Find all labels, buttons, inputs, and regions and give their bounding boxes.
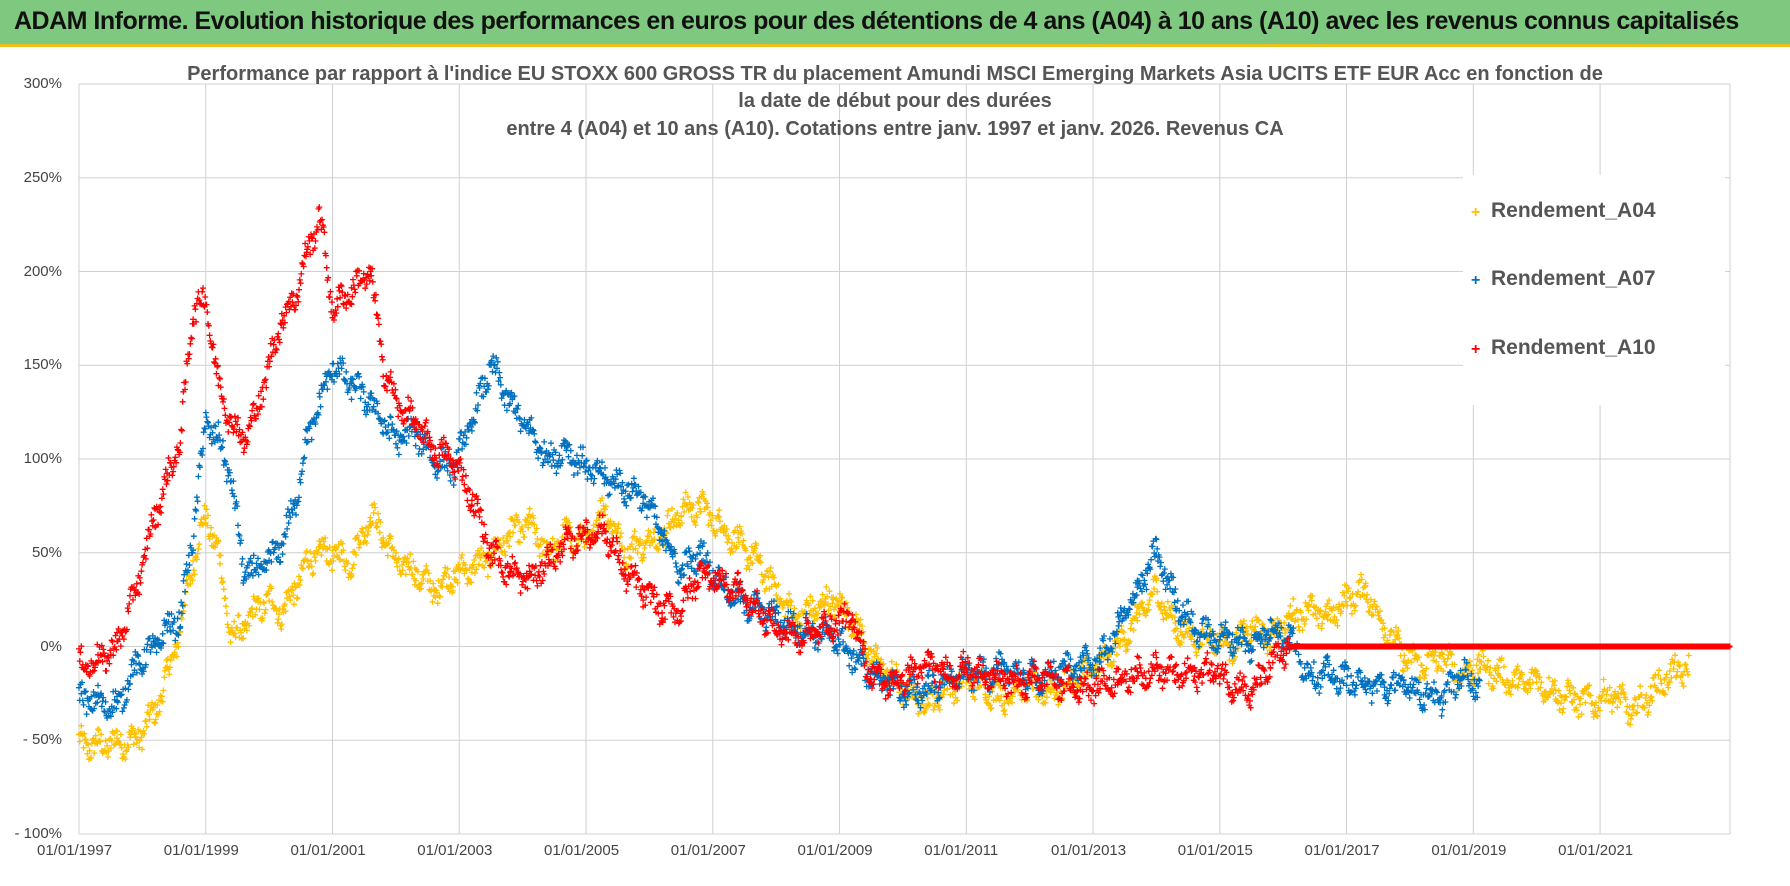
- y-tick-label: 50%: [31, 543, 62, 561]
- scatter-points-rendement-a10-flat: [1286, 643, 1733, 650]
- legend-item-a04: + Rendement_A04: [1471, 199, 1656, 223]
- x-tick-label: 01/01/1997: [37, 842, 113, 859]
- legend-item-a07: + Rendement_A07: [1471, 267, 1656, 291]
- x-tick-label: 01/01/2019: [1431, 842, 1507, 859]
- chart-title-line-2: la date de début pour des durées: [738, 90, 1052, 112]
- series-rendement-a10-flat: [1286, 643, 1733, 650]
- y-tick-label: 300%: [23, 75, 62, 92]
- chart-title-line-3: entre 4 (A04) et 10 ans (A10). Cotations…: [506, 118, 1284, 140]
- x-tick-label: 01/01/2011: [924, 842, 999, 859]
- legend-marker-a07-icon: +: [1471, 272, 1481, 289]
- x-tick-label: 01/01/2017: [1304, 842, 1380, 859]
- x-tick-label: 01/01/2021: [1558, 842, 1634, 859]
- series-rendement-a10: [76, 204, 1293, 711]
- x-tick-label: 01/01/2009: [797, 842, 873, 859]
- series-rendement-a07: [76, 353, 1483, 721]
- report-header: ADAM Informe. Evolution historique des p…: [0, 0, 1790, 47]
- scatter-chart: [76, 83, 1733, 835]
- chart-title-line-1: Performance par rapport à l'indice EU ST…: [187, 63, 1603, 85]
- x-tick-label: 01/01/2001: [290, 842, 366, 859]
- legend-marker-a10-icon: +: [1471, 341, 1481, 358]
- scatter-points-rendement-a07: [76, 353, 1483, 721]
- x-tick-label: 01/01/1999: [163, 842, 239, 859]
- legend-marker-a04-icon: +: [1471, 204, 1481, 221]
- series-rendement-a04: [76, 488, 1692, 763]
- chart-legend: + Rendement_A04 + Rendement_A07 + Rendement…: [1463, 175, 1725, 405]
- x-tick-label: 01/01/2005: [544, 842, 620, 859]
- report-header-title: ADAM Informe. Evolution historique des p…: [14, 7, 1739, 35]
- scatter-points-rendement-a04: [76, 488, 1692, 763]
- x-tick-label: 01/01/2003: [417, 842, 493, 859]
- y-tick-label: 0%: [40, 637, 62, 655]
- chart-area: Performance par rapport à l'indice EU ST…: [0, 47, 1790, 886]
- y-tick-label: 200%: [23, 262, 62, 280]
- y-tick-label: 100%: [23, 450, 62, 467]
- x-tick-label: 01/01/2013: [1051, 842, 1127, 859]
- y-tick-label: 250%: [23, 168, 62, 186]
- x-tick-label: 01/01/2015: [1177, 842, 1253, 859]
- y-tick-label: - 50%: [22, 731, 62, 749]
- x-tick-label: 01/01/2007: [670, 842, 746, 859]
- legend-item-a10: + Rendement_A10: [1471, 336, 1656, 360]
- scatter-points-rendement-a10: [76, 204, 1293, 711]
- legend-label-a04: Rendement_A04: [1491, 199, 1656, 222]
- y-tick-label: 150%: [23, 356, 62, 374]
- chart-marks: [76, 204, 1733, 763]
- legend-label-a07: Rendement_A07: [1491, 267, 1656, 290]
- y-tick-label: - 100%: [14, 825, 62, 842]
- legend-label-a10: Rendement_A10: [1491, 336, 1656, 359]
